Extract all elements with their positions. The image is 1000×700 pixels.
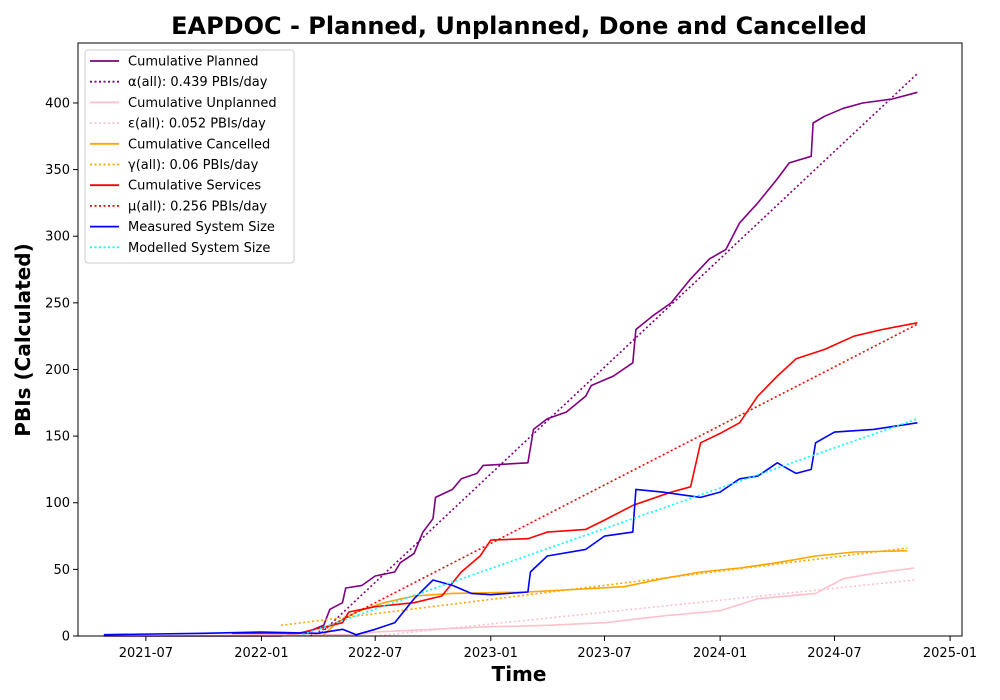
legend-label-cumulative-planned: Cumulative Planned	[128, 55, 258, 70]
y-tick-label-300: 300	[45, 230, 70, 245]
y-tick-label-400: 400	[45, 96, 70, 111]
series-line-9	[103, 422, 918, 636]
plot-area-frame	[77, 42, 963, 637]
x-tick-label-2022-01: 2022-01	[234, 646, 288, 661]
y-tick-label-100: 100	[45, 496, 70, 511]
legend-label-cumulative-services: Cumulative Services	[128, 179, 261, 194]
legend-label-all-0-06-pbis-day: γ(all): 0.06 PBIs/day	[128, 158, 259, 173]
legend-label-cumulative-cancelled: Cumulative Cancelled	[128, 137, 270, 152]
x-tick-label-2022-07: 2022-07	[348, 646, 402, 661]
legend: Cumulative Planned α(all): 0.439 PBIs/day…	[84, 49, 295, 264]
series-layer	[103, 73, 918, 637]
x-tick-label-2024-01: 2024-01	[693, 646, 747, 661]
legend-label-all-0-256-pbis-day: μ(all): 0.256 PBIs/day	[128, 199, 267, 214]
legend-label-all-0-439-pbis-day: α(all): 0.439 PBIs/day	[128, 75, 268, 90]
x-tick-label-2023-07: 2023-07	[577, 646, 631, 661]
legend-label-all-0-052-pbis-day: ε(all): 0.052 PBIs/day	[128, 117, 266, 132]
y-tick-label-150: 150	[45, 430, 70, 445]
x-axis-label: Time	[492, 662, 547, 686]
y-axis: 0 50 100 150 200 250 300 350 400	[45, 96, 78, 645]
x-tick-label-2021-07: 2021-07	[119, 646, 173, 661]
series-line-1	[103, 91, 918, 637]
y-axis-label: PBIs (Calculated)	[11, 243, 35, 436]
series-line-2	[317, 73, 918, 637]
series-line-8	[310, 323, 918, 637]
legend-box	[84, 49, 295, 264]
series-line-3	[103, 567, 915, 637]
legend-label-measured-system-size: Measured System Size	[128, 220, 275, 235]
x-tick-label-2025-01: 2025-01	[923, 646, 977, 661]
x-tick-label-2023-01: 2023-01	[464, 646, 518, 661]
y-tick-label-200: 200	[45, 363, 70, 378]
legend-label-modelled-system-size: Modelled System Size	[128, 241, 270, 256]
y-tick-label-350: 350	[45, 163, 70, 178]
series-line-10	[298, 418, 918, 637]
y-tick-label-0: 0	[62, 630, 70, 645]
series-line-4	[375, 579, 915, 637]
legend-label-cumulative-unplanned: Cumulative Unplanned	[128, 96, 277, 111]
x-tick-label-2024-07: 2024-07	[807, 646, 861, 661]
y-tick-label-50: 50	[53, 563, 70, 578]
y-tick-label-250: 250	[45, 296, 70, 311]
series-line-6	[280, 547, 908, 627]
chart-title: EAPDOC - Planned, Unplanned, Done and Ca…	[171, 12, 867, 40]
x-axis: 2021-07 2022-01 2022-07 2023-01 2023-07 2024-…	[119, 636, 977, 661]
